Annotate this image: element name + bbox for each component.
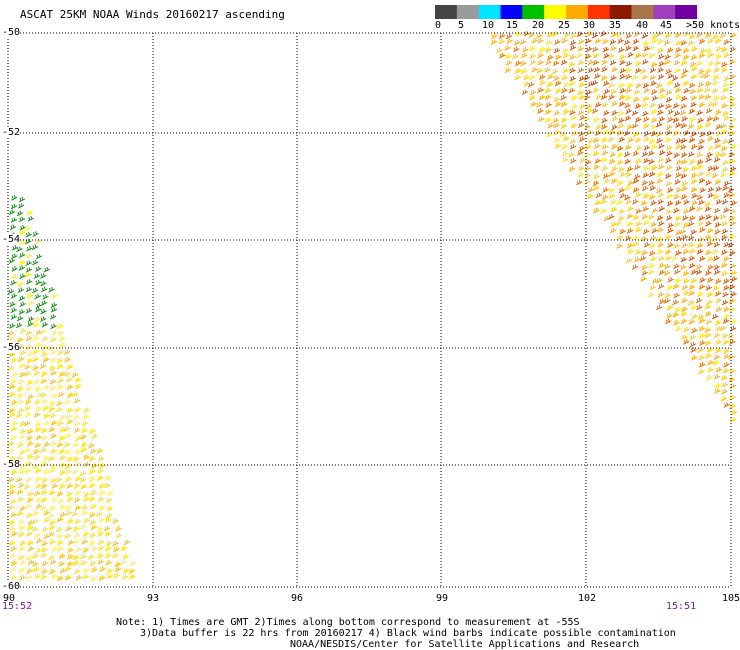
colorbar-label: 25 (558, 20, 571, 31)
colorbar-label: 10 (482, 20, 495, 31)
colorbar-swatch (609, 5, 632, 19)
colorbar-swatch (456, 5, 480, 19)
longitude-label: 102 (578, 593, 597, 604)
colorbar-label: 30 (583, 20, 596, 31)
colorbar-label: >50 knots (686, 20, 740, 31)
longitude-label: 96 (291, 593, 304, 604)
colorbar-swatch (522, 5, 545, 19)
note-line-3: NOAA/NESDIS/Center for Satellite Applica… (290, 639, 640, 650)
wind-barbs (7, 30, 738, 582)
latitude-label: -50 (2, 27, 21, 38)
colorbar-swatch (587, 5, 611, 19)
colorbar-swatch (566, 5, 589, 19)
time-left: 15:52 (2, 601, 33, 612)
colorbar-label: 15 (506, 20, 519, 31)
colorbar-label: 40 (636, 20, 649, 31)
colorbar-label: 20 (532, 20, 545, 31)
colorbar-label: 5 (458, 20, 465, 31)
note-line-2: 3)Data buffer is 22 hrs from 20160217 4)… (140, 628, 676, 639)
colorbar-label: 0 (435, 20, 442, 31)
longitude-label: 99 (436, 593, 449, 604)
colorbar-swatch (435, 5, 458, 19)
graticule (7, 32, 732, 588)
longitude-label: 93 (147, 593, 160, 604)
longitude-label: 105 (722, 593, 740, 604)
time-right: 15:51 (666, 601, 697, 612)
note-line-1: Note: 1) Times are GMT 2)Times along bot… (116, 617, 580, 628)
colorbar-swatch (500, 5, 523, 19)
colorbar-swatch (631, 5, 654, 19)
latitude-label: -54 (2, 234, 21, 245)
latitude-label: -58 (2, 459, 21, 470)
colorbar-label: 35 (609, 20, 622, 31)
latitude-label: -56 (2, 342, 21, 353)
longitude-label: 90 (3, 593, 16, 604)
colorbar-swatch (544, 5, 567, 19)
colorbar-swatch (675, 5, 697, 19)
colorbar-swatch (653, 5, 676, 19)
map-title: ASCAT 25KM NOAA Winds 20160217 ascending (20, 8, 285, 21)
latitude-label: -60 (2, 581, 21, 592)
latitude-label: -52 (2, 127, 21, 138)
colorbar (435, 5, 697, 19)
colorbar-label: 45 (660, 20, 673, 31)
colorbar-swatch (478, 5, 501, 19)
